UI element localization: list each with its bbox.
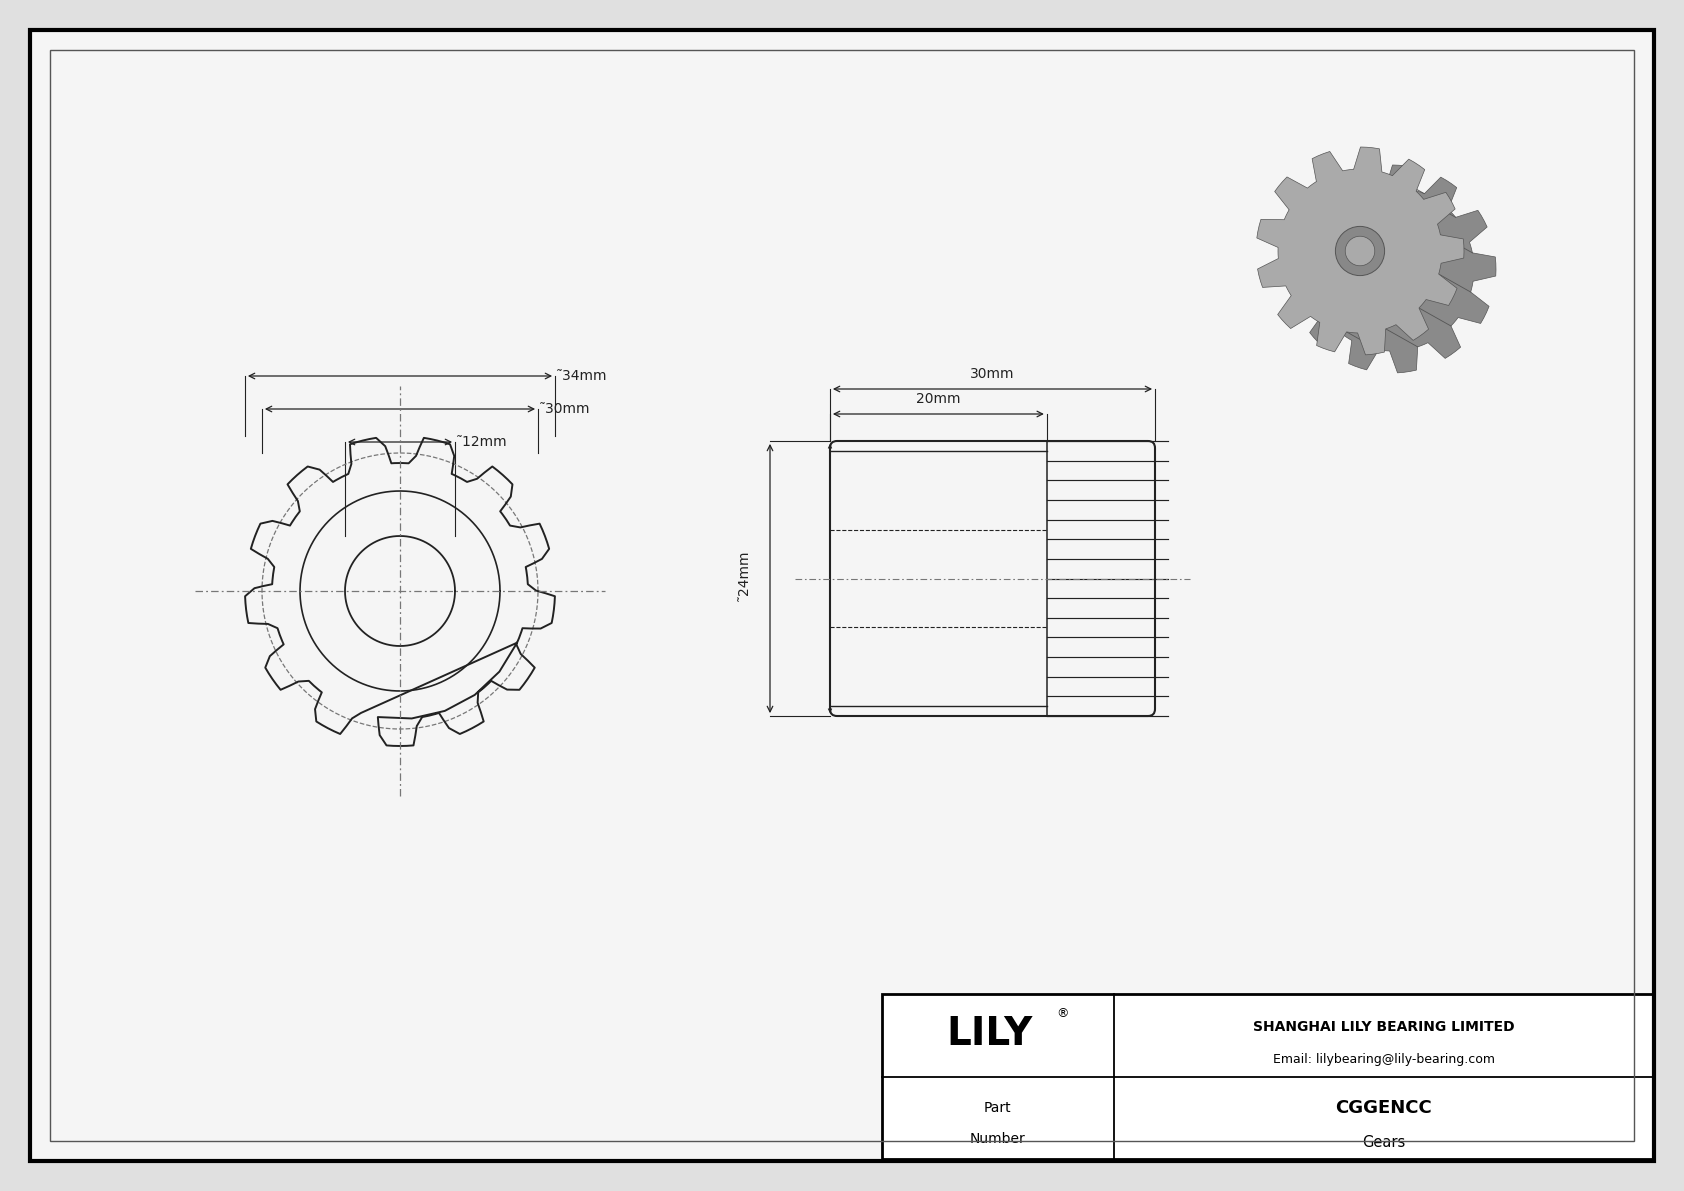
- Text: Part: Part: [983, 1100, 1012, 1115]
- Text: Gears: Gears: [1362, 1135, 1406, 1151]
- Polygon shape: [1256, 146, 1463, 355]
- Text: Email: lilybearing@lily-bearing.com: Email: lilybearing@lily-bearing.com: [1273, 1054, 1495, 1066]
- Text: ͂24mm: ͂24mm: [744, 556, 758, 600]
- Text: Number: Number: [970, 1133, 1026, 1146]
- Text: ͂34mm: ͂34mm: [562, 369, 608, 384]
- Text: CGGENCC: CGGENCC: [1335, 1099, 1431, 1117]
- Circle shape: [1346, 236, 1374, 266]
- Text: ͂30mm: ͂30mm: [546, 403, 591, 416]
- Text: 20mm: 20mm: [916, 392, 960, 406]
- Circle shape: [1335, 226, 1384, 275]
- Text: LILY: LILY: [946, 1015, 1032, 1053]
- Text: ®: ®: [1056, 1008, 1069, 1021]
- Bar: [882, 994, 1654, 1159]
- Text: 30mm: 30mm: [970, 367, 1015, 381]
- Bar: [882, 994, 1654, 1159]
- Text: ͂12mm: ͂12mm: [463, 435, 507, 449]
- Text: SHANGHAI LILY BEARING LIMITED: SHANGHAI LILY BEARING LIMITED: [1253, 1019, 1514, 1034]
- Polygon shape: [1288, 166, 1495, 373]
